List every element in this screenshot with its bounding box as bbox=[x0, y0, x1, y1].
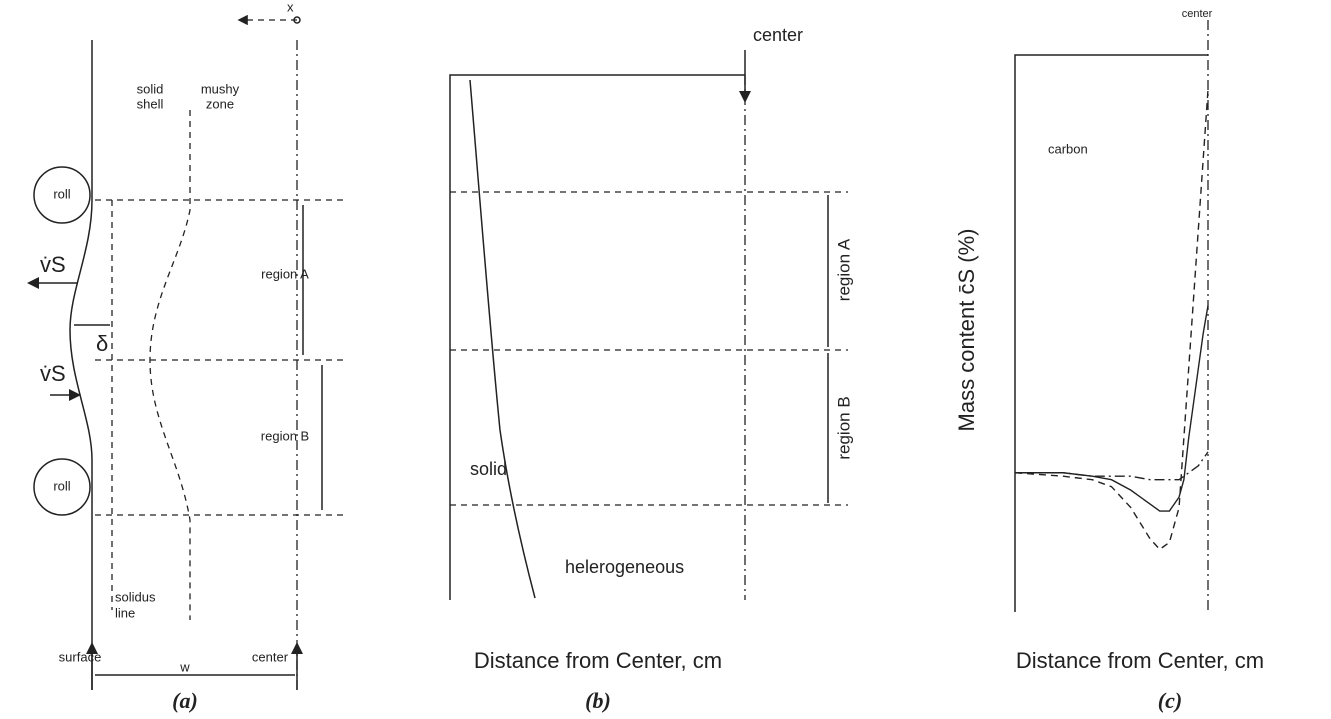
heterogeneous-label: helerogeneous bbox=[565, 557, 684, 577]
solid-front bbox=[469, 79, 536, 599]
center-label: center bbox=[1182, 8, 1213, 20]
roll-label: roll bbox=[53, 478, 70, 493]
solid-shell: shell bbox=[137, 96, 164, 111]
frame bbox=[449, 74, 745, 600]
region-a: region A bbox=[261, 266, 309, 281]
solidus-line: line bbox=[115, 605, 135, 620]
panel-c: center carbon Mass content c̄S (%) Dista… bbox=[954, 8, 1264, 713]
solidus-line: solidus bbox=[115, 589, 156, 604]
series-line bbox=[1015, 451, 1209, 481]
origin bbox=[293, 16, 301, 24]
frame bbox=[1014, 54, 1208, 612]
panel-a: x solid shell mushy zone roll roll v̇S v… bbox=[27, 0, 345, 713]
region-a: region A bbox=[834, 238, 853, 301]
caption: (b) bbox=[585, 688, 611, 713]
caption: (a) bbox=[172, 688, 198, 713]
roll-label: roll bbox=[53, 186, 70, 201]
caption: (c) bbox=[1158, 688, 1182, 713]
y-axis-label: Mass content c̄S (%) bbox=[954, 229, 979, 432]
region-b: region B bbox=[261, 428, 309, 443]
mushy-zone: zone bbox=[206, 96, 234, 111]
vs-label: v̇S bbox=[40, 361, 66, 386]
surface-label: surface bbox=[59, 649, 102, 664]
delta: δ bbox=[96, 331, 108, 356]
roll bbox=[33, 166, 91, 224]
mushy-boundary bbox=[149, 110, 191, 620]
solid-label: solid bbox=[470, 459, 507, 479]
roll bbox=[33, 458, 91, 516]
width-label: w bbox=[179, 659, 190, 674]
surface-line bbox=[69, 40, 93, 690]
center-label: center bbox=[252, 649, 289, 664]
panel-b: region A region B center solid helerogen… bbox=[449, 25, 853, 713]
vs-label: v̇S bbox=[40, 252, 66, 277]
solid-shell: solid bbox=[137, 81, 164, 96]
series-line bbox=[1014, 89, 1209, 551]
x-axis-label: Distance from Center, cm bbox=[1016, 648, 1264, 673]
x-axis-label: Distance from Center, cm bbox=[474, 648, 722, 673]
region-b: region B bbox=[834, 396, 853, 459]
annotation: carbon bbox=[1048, 141, 1088, 156]
x-label: x bbox=[287, 0, 294, 14]
center-label: center bbox=[753, 25, 803, 45]
mushy-zone: mushy bbox=[201, 81, 240, 96]
